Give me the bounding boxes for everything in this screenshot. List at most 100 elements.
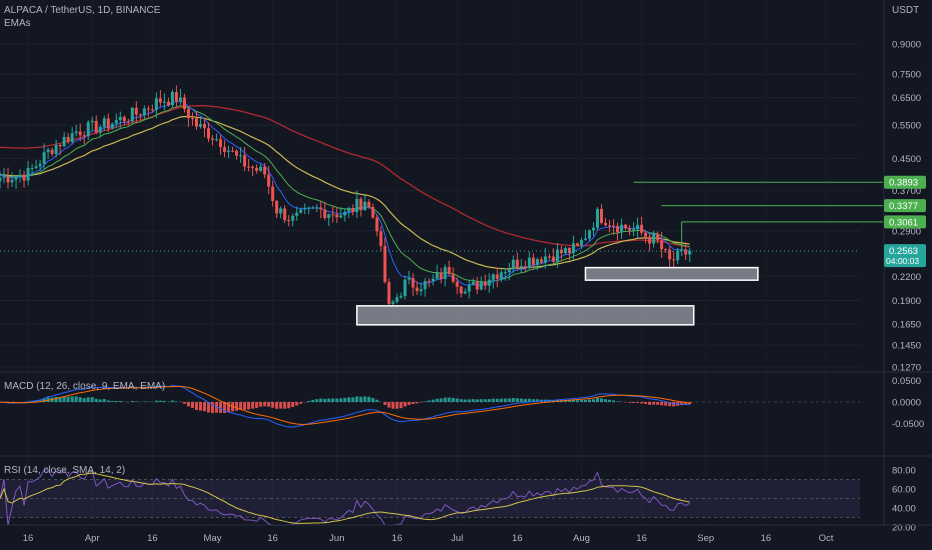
candle-body [90, 120, 94, 123]
ema-short-path [0, 100, 690, 286]
candle-body [535, 259, 539, 265]
macd-histogram-bar [648, 402, 652, 405]
macd-histogram-bar [523, 398, 527, 402]
candle-body [207, 128, 211, 139]
rsi-title[interactable]: RSI (14, close, SMA, 14, 2) [4, 465, 126, 476]
candle-body [199, 124, 202, 127]
macd-histogram-bar [447, 397, 451, 402]
candle-body [600, 208, 603, 223]
macd-histogram-bar [283, 402, 287, 409]
resistance-lines[interactable] [633, 181, 883, 249]
grid [0, 43, 860, 368]
macd-histogram-bar [235, 402, 239, 411]
macd-histogram-bar [154, 400, 158, 402]
candle-body [575, 243, 579, 246]
macd-histogram-bar [680, 402, 684, 406]
macd-histogram-bar [110, 400, 114, 402]
candle-body [178, 97, 182, 102]
candle-body [10, 179, 14, 183]
candle-body [315, 207, 319, 209]
time-axis[interactable]: 16 Apr 16 May 16 Jun 16 Jul 16 Aug 16 Sep 16 Oct [23, 533, 834, 544]
macd-histogram-bar [688, 402, 692, 405]
symbol-title[interactable]: ALPACA / TetherUS, 1D, BINANCE [4, 5, 161, 16]
candle-body [114, 120, 118, 124]
macd-histogram-bar [90, 397, 94, 402]
candle-body [660, 240, 664, 250]
price-tick-label: 0.2200 [892, 272, 921, 283]
candle-body [58, 144, 62, 147]
macd-histogram-bar [339, 398, 343, 402]
macd-histogram-bar [182, 402, 186, 404]
candle-body [495, 274, 499, 279]
candle-body [227, 150, 231, 152]
candle-body [34, 166, 38, 169]
macd-histogram-bar [190, 402, 194, 408]
price-tick-label: 0.1650 [892, 319, 921, 330]
macd-histogram-bar [307, 400, 311, 402]
candle-body [66, 136, 70, 142]
candle-body [507, 269, 511, 273]
macd-histogram-bar [327, 398, 331, 402]
macd-histogram-bar [130, 401, 134, 402]
candle-body [587, 230, 591, 239]
macd-histogram-bar [251, 402, 255, 409]
candle-body [150, 109, 154, 111]
macd-histogram-bar [435, 398, 439, 402]
macd-histogram-bar [194, 402, 198, 410]
price-tick-label: 0.1450 [892, 341, 921, 352]
indicator-label[interactable]: EMAs [4, 18, 31, 29]
candles [0, 85, 692, 306]
candle-body [499, 272, 503, 279]
candle-body [50, 149, 54, 154]
macd-histogram-bar [527, 398, 531, 402]
macd-histogram-bar [335, 398, 339, 402]
candle-body [307, 207, 311, 209]
candle-body [443, 267, 447, 280]
macd-title[interactable]: MACD (12, 26, close, 9, EMA, EMA) [4, 381, 166, 392]
candle-body [415, 287, 419, 292]
candle-body [122, 116, 126, 122]
candle-body [323, 209, 327, 219]
candle-body [219, 139, 223, 148]
macd-histogram-bar [636, 402, 640, 403]
candle-body [451, 273, 455, 282]
macd-tick-label: -0.0500 [892, 419, 924, 430]
macd-histogram-bar [475, 399, 479, 402]
candle-body [612, 225, 616, 227]
macd-histogram-bar [511, 397, 515, 402]
macd-histogram-bar [219, 402, 223, 413]
candle-body [688, 251, 692, 255]
candle-body [158, 98, 162, 103]
demand-zones[interactable] [356, 266, 759, 326]
price-axis[interactable]: 0.9000 0.7500 0.6500 0.5500 0.4500 0.3700 0.29… [892, 40, 921, 374]
rsi-pane: 80.00 60.00 40.00 20.00 [0, 466, 916, 534]
macd-histogram-bar [515, 398, 519, 402]
candle-body [403, 279, 407, 296]
macd-histogram-bar [443, 397, 447, 402]
time-tick-label: 16 [636, 533, 647, 544]
candle-body [547, 256, 551, 258]
rsi-tick-label: 20.00 [892, 523, 916, 534]
candle-body [94, 120, 98, 133]
candle-body [166, 101, 170, 106]
candle-body [367, 201, 371, 207]
macd-histogram-bar [247, 402, 251, 410]
candle-body [38, 163, 42, 167]
candle-body [579, 239, 583, 246]
macd-histogram-bar [86, 397, 90, 402]
macd-histogram-bar [591, 399, 595, 402]
candle-body [511, 259, 515, 270]
candle-body [583, 238, 587, 240]
pane-separators [0, 0, 932, 526]
candle-body [668, 249, 672, 260]
rsi-line [0, 469, 690, 526]
time-tick-label: 16 [267, 533, 278, 544]
macd-histogram-bar [291, 402, 295, 408]
macd-histogram-bar [600, 398, 603, 402]
candle-body [2, 176, 6, 178]
candle-body [295, 212, 299, 216]
candle-body [247, 166, 251, 168]
macd-histogram-bar [479, 399, 483, 402]
candle-body [636, 224, 640, 230]
